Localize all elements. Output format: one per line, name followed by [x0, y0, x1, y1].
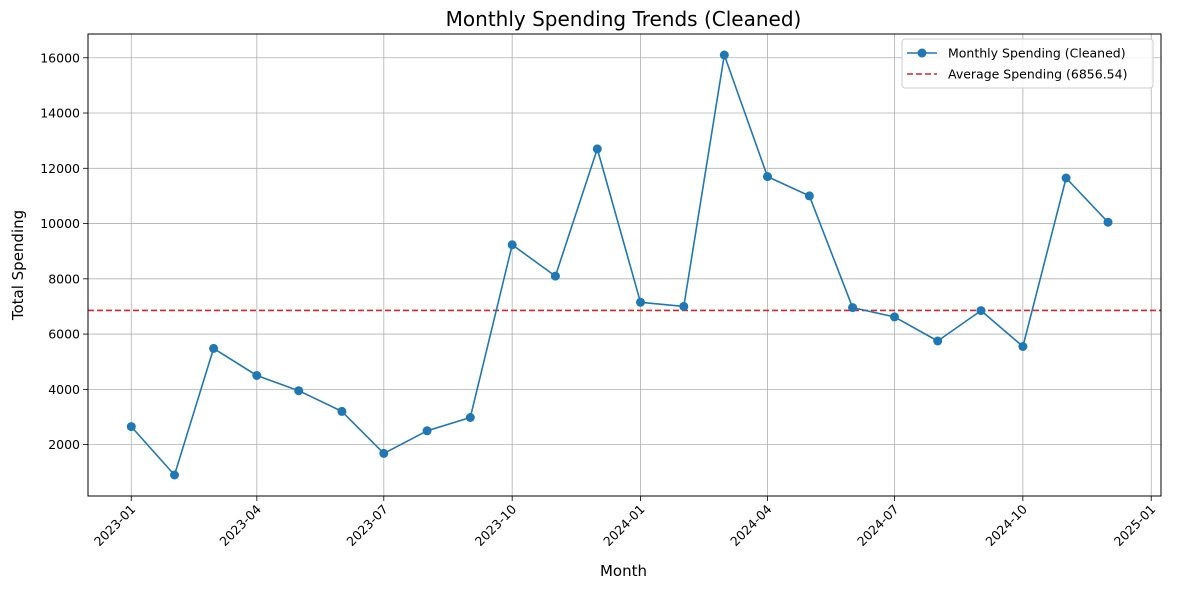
y-axis-ticks: 2000 4000 6000 8000 10000 12000 14000 16000: [40, 50, 88, 452]
data-point: [1018, 342, 1028, 351]
data-point: [719, 50, 729, 60]
data-point: [763, 172, 772, 182]
data-point: [848, 303, 858, 313]
data-point: [507, 240, 517, 250]
x-axis-ticks: 2023-01 2023-04 2023-07 2023-10 2024-01 2024-…: [91, 496, 1159, 550]
data-point: [465, 413, 475, 422]
data-point: [592, 144, 602, 154]
x-tick-label: 2025-01: [1111, 502, 1159, 550]
series-line: [130, 54, 1109, 476]
data-point: [209, 343, 219, 353]
x-tick-label: 2023-04: [216, 501, 264, 549]
legend-box: [901, 38, 1154, 89]
x-tick-label: 2023-01: [91, 502, 139, 550]
data-point: [1103, 217, 1113, 227]
data-point: [422, 426, 432, 436]
x-tick-label: 2024-07: [854, 502, 902, 550]
data-point: [294, 386, 304, 396]
x-tick-label: 2024-04: [727, 501, 775, 549]
grid-lines: [88, 34, 1161, 496]
y-tick-label: 10000: [40, 216, 80, 231]
data-series: [126, 50, 1113, 480]
x-axis-label: Month: [600, 562, 647, 580]
data-point: [252, 371, 262, 380]
data-point: [379, 448, 389, 458]
data-point: [337, 406, 347, 416]
data-point: [933, 336, 943, 346]
x-tick-label: 2024-10: [982, 501, 1030, 549]
y-axis-label: Total Spending: [9, 210, 27, 321]
y-tick-label: 14000: [40, 106, 80, 121]
y-tick-label: 4000: [48, 382, 80, 397]
legend-label-average: Average Spending (6856.54): [948, 67, 1127, 82]
data-point: [636, 297, 645, 307]
data-point: [1061, 173, 1071, 183]
data-point: [550, 271, 560, 281]
plot-frame: [87, 33, 1162, 497]
x-tick-label: 2023-07: [343, 502, 391, 550]
y-tick-label: 2000: [48, 437, 80, 452]
x-tick-label: 2023-10: [472, 501, 520, 549]
y-tick-label: 8000: [48, 271, 80, 286]
data-point: [679, 301, 689, 311]
data-point: [976, 306, 986, 316]
data-point: [170, 470, 179, 480]
data-point: [804, 191, 814, 201]
x-tick-label: 2024-01: [600, 502, 648, 550]
legend: Monthly Spending (Cleaned) Average Spend…: [901, 38, 1154, 89]
legend-label-spending: Monthly Spending (Cleaned): [948, 46, 1126, 61]
data-point: [890, 312, 899, 322]
data-point: [126, 422, 136, 432]
y-tick-label: 12000: [40, 161, 80, 176]
legend-marker-spending: [917, 48, 927, 58]
chart-title: Monthly Spending Trends (Cleaned): [446, 7, 802, 31]
y-tick-label: 16000: [40, 50, 80, 65]
y-tick-label: 6000: [48, 327, 80, 342]
